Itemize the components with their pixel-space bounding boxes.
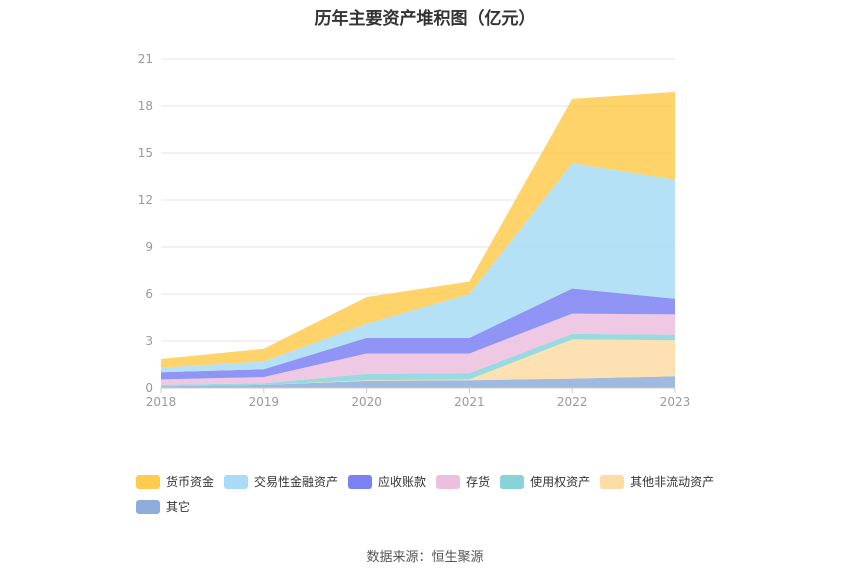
legend-item[interactable]: 应收账款 [348, 473, 426, 490]
legend-label: 使用权资产 [530, 475, 591, 489]
y-tick-label: 21 [138, 52, 153, 66]
legend-swatch [136, 499, 160, 514]
area-series-其他非流动资产[interactable] [161, 339, 675, 387]
x-tick-label: 2018 [146, 395, 177, 409]
x-tick-label: 2022 [557, 395, 588, 409]
legend-item[interactable]: 存货 [436, 473, 490, 490]
legend-label: 其他非流动资产 [630, 475, 715, 489]
chart-title: 历年主要资产堆积图（亿元） [314, 9, 536, 29]
legend-item[interactable]: 货币资金 [136, 473, 214, 490]
area-series-货币资金[interactable] [161, 91, 675, 368]
legend-label: 应收账款 [378, 475, 427, 489]
legend-label: 存货 [466, 475, 491, 489]
y-tick-label: 12 [138, 193, 153, 207]
x-tick-label: 2020 [351, 395, 382, 409]
legend-swatch [348, 474, 373, 489]
legend-swatch [600, 474, 625, 489]
legend-swatch [500, 474, 525, 489]
y-tick-label: 6 [145, 287, 153, 301]
area-series-使用权资产[interactable] [161, 333, 675, 387]
legend-swatch [136, 474, 160, 489]
y-tick-label: 15 [138, 146, 153, 160]
legend-item[interactable]: 交易性金融资产 [224, 473, 338, 490]
legend-swatch [224, 474, 249, 489]
legend-swatch [436, 474, 461, 489]
legend-item[interactable]: 其他非流动资产 [600, 473, 714, 490]
area-series-存货[interactable] [161, 313, 675, 385]
area-series-其它[interactable] [161, 376, 675, 388]
y-tick-label: 18 [138, 99, 153, 113]
chart-legend: 货币资金 交易性金融资产 应收账款 存货 使用权资产 其他非流动资产其它 [136, 473, 736, 515]
chart-plot: 0 3 6 9 12 15 18 21 2018 2019 2020 2021 2022 2023 [138, 52, 691, 409]
legend-item[interactable]: 其它 [136, 498, 190, 515]
y-tick-label: 3 [145, 334, 153, 348]
x-tick-label: 2023 [660, 395, 691, 409]
x-tick-label: 2021 [454, 395, 485, 409]
legend-label: 其它 [166, 500, 191, 514]
data-source-note: 数据来源：恒生聚源 [366, 550, 484, 565]
y-tick-label: 9 [145, 240, 153, 254]
area-series-应收账款[interactable] [161, 288, 675, 380]
legend-label: 货币资金 [166, 475, 215, 489]
area-series-交易性金融资产[interactable] [161, 163, 675, 373]
y-tick-label: 0 [145, 381, 153, 395]
x-tick-label: 2019 [249, 395, 280, 409]
legend-item[interactable]: 使用权资产 [500, 473, 590, 490]
legend-label: 交易性金融资产 [254, 475, 339, 489]
